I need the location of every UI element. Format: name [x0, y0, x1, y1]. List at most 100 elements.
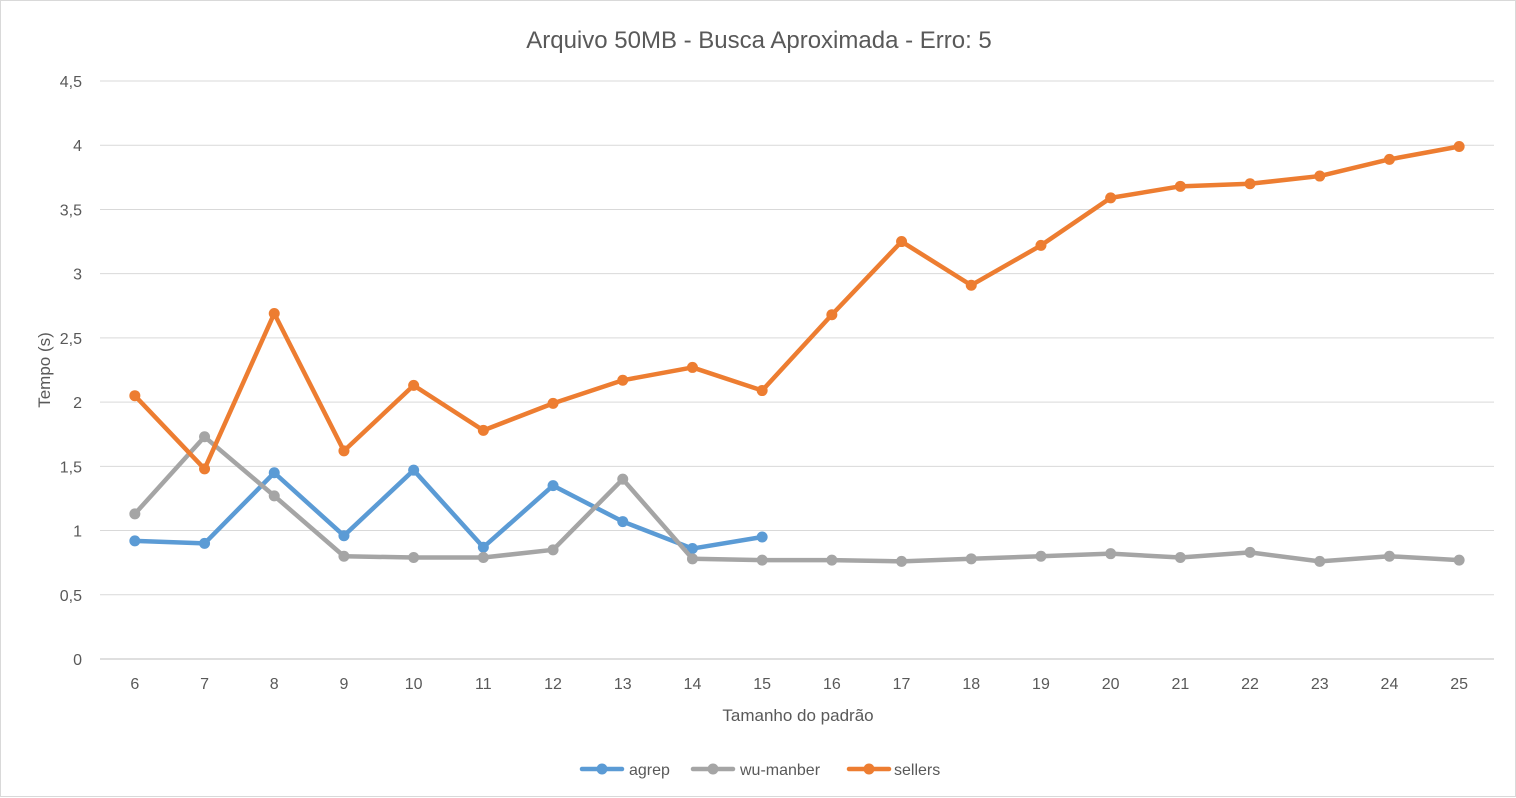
data-point-wu-manber	[686, 553, 698, 565]
data-point-wu-manber	[826, 554, 838, 566]
data-point-sellers	[408, 379, 420, 391]
data-point-agrep	[547, 480, 559, 492]
data-point-sellers	[338, 445, 350, 457]
x-tick-label: 21	[1171, 676, 1189, 693]
data-point-agrep	[617, 516, 629, 528]
legend-item-sellers: sellers	[846, 762, 940, 779]
series-line-agrep	[132, 467, 765, 551]
x-tick-label: 13	[614, 676, 632, 693]
x-tick-label: 8	[270, 676, 279, 693]
y-tick-label: 3	[73, 267, 82, 284]
data-point-sellers	[617, 374, 629, 386]
chart-title: Arquivo 50MB - Busca Aproximada - Erro: …	[526, 27, 992, 54]
legend-label: sellers	[894, 762, 940, 779]
legend-label: wu-manber	[739, 762, 821, 779]
series-line-wu-manber	[132, 434, 1462, 564]
data-point-agrep	[477, 541, 489, 553]
data-point-agrep	[756, 531, 768, 543]
data-point-wu-manber	[129, 508, 141, 520]
series-agrep	[129, 464, 768, 555]
data-point-wu-manber	[477, 552, 489, 564]
data-point-sellers	[1453, 141, 1465, 153]
y-tick-label: 0,5	[60, 588, 82, 605]
data-point-sellers	[129, 390, 141, 402]
data-point-wu-manber	[1244, 546, 1256, 558]
x-axis-title: Tamanho do padrão	[722, 706, 873, 725]
x-tick-label: 25	[1450, 676, 1468, 693]
data-point-wu-manber	[338, 550, 350, 562]
gridlines	[100, 80, 1494, 660]
legend-label: agrep	[629, 762, 670, 779]
data-point-agrep	[268, 467, 280, 479]
x-axis-ticks: 6 7 8 9 10 11 12 13 14 15 16 17 18 19 20 21 22 23 24 25	[130, 676, 1468, 693]
data-point-sellers	[686, 361, 698, 373]
data-point-wu-manber	[408, 552, 420, 564]
y-axis-ticks: 0 0,5 1 1,5 2 2,5 3 3,5 4 4,5	[60, 74, 82, 669]
legend-swatch-marker	[863, 763, 875, 775]
data-point-sellers	[1383, 153, 1395, 165]
series-line-sellers	[132, 144, 1462, 472]
data-point-wu-manber	[617, 473, 629, 485]
x-tick-label: 10	[405, 676, 423, 693]
data-point-sellers	[1035, 239, 1047, 251]
data-point-wu-manber	[268, 490, 280, 502]
y-tick-label: 1	[73, 524, 82, 541]
data-point-wu-manber	[1174, 552, 1186, 564]
x-tick-label: 15	[753, 676, 771, 693]
data-point-sellers	[1314, 170, 1326, 182]
data-point-wu-manber	[756, 554, 768, 566]
data-point-sellers	[547, 397, 559, 409]
x-tick-label: 12	[544, 676, 562, 693]
data-point-wu-manber	[547, 544, 559, 556]
y-tick-label: 4,5	[60, 74, 82, 91]
legend-item-agrep: agrep	[579, 762, 670, 779]
data-point-agrep	[199, 537, 211, 549]
x-tick-label: 9	[339, 676, 348, 693]
data-point-sellers	[1244, 178, 1256, 190]
legend-swatch-marker	[707, 763, 719, 775]
data-point-agrep	[408, 464, 420, 476]
data-point-sellers	[199, 463, 211, 475]
series-wu-manber	[129, 431, 1465, 567]
data-point-agrep	[686, 543, 698, 555]
legend-swatch-marker	[596, 763, 608, 775]
y-tick-label: 2,5	[60, 331, 82, 348]
data-point-wu-manber	[896, 555, 908, 567]
series-lines	[129, 141, 1465, 567]
x-tick-label: 14	[684, 676, 702, 693]
data-point-sellers	[268, 307, 280, 319]
x-tick-label: 23	[1311, 676, 1329, 693]
data-point-wu-manber	[1314, 555, 1326, 567]
data-point-sellers	[826, 309, 838, 321]
x-tick-label: 22	[1241, 676, 1259, 693]
y-tick-label: 0	[73, 652, 82, 669]
x-tick-label: 20	[1102, 676, 1120, 693]
legend-item-wu-manber: wu-manber	[690, 762, 821, 779]
data-point-wu-manber	[1105, 548, 1117, 560]
data-point-sellers	[477, 424, 489, 436]
data-point-sellers	[896, 236, 908, 248]
x-tick-label: 24	[1381, 676, 1399, 693]
data-point-agrep	[338, 530, 350, 542]
y-tick-label: 2	[73, 395, 82, 412]
data-point-sellers	[1105, 192, 1117, 204]
x-tick-label: 17	[893, 676, 911, 693]
y-axis-title: Tempo (s)	[35, 332, 54, 408]
x-tick-label: 11	[475, 676, 492, 693]
data-point-wu-manber	[1383, 550, 1395, 562]
data-point-sellers	[756, 385, 768, 397]
x-tick-label: 7	[200, 676, 209, 693]
data-point-sellers	[1174, 180, 1186, 192]
data-point-wu-manber	[1035, 550, 1047, 562]
x-tick-label: 6	[130, 676, 139, 693]
y-tick-label: 4	[73, 138, 82, 155]
x-tick-label: 19	[1032, 676, 1050, 693]
data-point-wu-manber	[199, 431, 211, 443]
data-point-wu-manber	[1453, 554, 1465, 566]
data-point-sellers	[965, 279, 977, 291]
x-tick-label: 18	[962, 676, 980, 693]
data-point-agrep	[129, 535, 141, 547]
series-sellers	[129, 141, 1465, 475]
